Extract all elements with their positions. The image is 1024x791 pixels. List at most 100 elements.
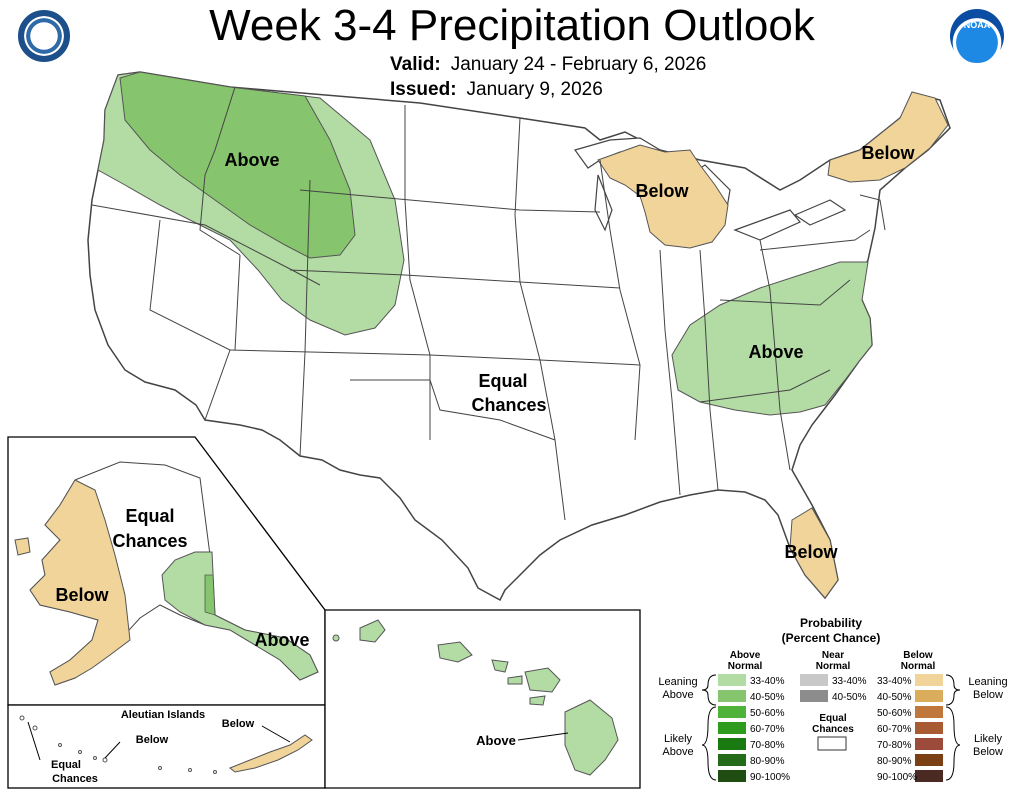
page-title: Week 3-4 Precipitation Outlook xyxy=(209,1,815,50)
legend-likely-below-2: Below xyxy=(973,746,1003,758)
aleutian-equal-label-2: Chances xyxy=(52,773,98,785)
legend-above-header-2: Normal xyxy=(728,661,763,672)
legend-likely-below-1: Likely xyxy=(974,733,1003,745)
legend-near-swatches: 33-40% 40-50% xyxy=(800,674,867,703)
alaska-se-above-darker xyxy=(204,574,216,616)
legend-above-label-2: 50-60% xyxy=(750,708,785,719)
legend-below-header-1: Below xyxy=(903,650,933,661)
hawaii-islands xyxy=(332,619,619,776)
hawaii-inset: Above xyxy=(324,609,641,789)
alaska-west-below-island xyxy=(14,537,31,556)
legend-below-swatch-2 xyxy=(915,706,943,718)
legend-brace-likely-above xyxy=(701,706,717,781)
legend-near-label-0: 33-40% xyxy=(832,676,867,687)
legend-above-swatch-6 xyxy=(718,770,746,782)
alaska-equal-label-2: Chances xyxy=(112,531,187,551)
conus-ne-below xyxy=(827,91,949,183)
legend-below-label-1: 40-50% xyxy=(877,692,912,703)
conus-fl-below xyxy=(789,507,839,599)
legend: Probability (Percent Chance) Above Norma… xyxy=(658,616,1007,783)
aleutian-island-dots xyxy=(19,715,217,774)
legend-likely-above-2: Above xyxy=(662,746,693,758)
legend-above-label-5: 80-90% xyxy=(750,756,785,767)
conus-ne-label: Below xyxy=(861,143,915,163)
legend-leaning-below-1: Leaning xyxy=(968,676,1007,688)
legend-above-swatch-0 xyxy=(718,674,746,686)
legend-likely-above-1: Likely xyxy=(664,733,693,745)
legend-below-label-6: 90-100% xyxy=(877,772,917,783)
legend-below-swatch-4 xyxy=(915,738,943,750)
legend-below-swatch-3 xyxy=(915,722,943,734)
legend-below-label-2: 50-60% xyxy=(877,708,912,719)
legend-brace-leaning-above xyxy=(701,674,717,706)
aleutian-equal-label-1: Equal xyxy=(51,759,81,771)
alaska-inset: Equal Chances Below Above xyxy=(7,436,326,706)
legend-above-label-3: 60-70% xyxy=(750,724,785,735)
legend-above-label-6: 90-100% xyxy=(750,772,790,783)
legend-above-label-1: 40-50% xyxy=(750,692,785,703)
conus-nw-above-likely xyxy=(119,71,356,259)
alaska-se-above xyxy=(161,551,319,681)
valid-dates: Valid: January 24 - February 6, 2026 xyxy=(390,54,706,76)
legend-near-header-1: Near xyxy=(822,650,844,661)
conus-center-label-2: Chances xyxy=(471,395,546,415)
valid-label: Valid: xyxy=(390,54,441,75)
legend-above-header-1: Above xyxy=(730,650,761,661)
legend-below-label-3: 60-70% xyxy=(877,724,912,735)
alaska-se-label: Above xyxy=(254,630,309,650)
hawaii-leader-line xyxy=(517,732,569,741)
legend-equal-chances-2: Chances xyxy=(812,724,854,735)
hawaii-label: Above xyxy=(476,733,516,748)
legend-near-swatch-1 xyxy=(800,690,828,702)
aleutian-below-label-1: Below xyxy=(222,718,255,730)
legend-below-swatch-6 xyxy=(915,770,943,782)
noaa-logo-icon: NOAA xyxy=(950,9,1004,63)
issued-value: January 9, 2026 xyxy=(466,79,603,100)
legend-below-swatch-0 xyxy=(915,674,943,686)
issued-label: Issued: xyxy=(390,79,457,100)
legend-below-label-4: 70-80% xyxy=(877,740,912,751)
legend-near-label-1: 40-50% xyxy=(832,692,867,703)
legend-above-swatch-3 xyxy=(718,722,746,734)
legend-above-label-4: 70-80% xyxy=(750,740,785,751)
conus-fl-label: Below xyxy=(784,542,838,562)
conus-se-above xyxy=(671,261,873,416)
alaska-west-label: Below xyxy=(55,585,109,605)
aleutian-below-label-2: Below xyxy=(136,734,169,746)
conus-map: Above Below Below Equal Chances Above Be… xyxy=(87,71,951,602)
alaska-west-below xyxy=(29,479,131,686)
legend-brace-leaning-below xyxy=(945,674,961,706)
legend-below-label-5: 80-90% xyxy=(877,756,912,767)
issued-date: Issued: January 9, 2026 xyxy=(390,79,603,101)
legend-above-swatch-4 xyxy=(718,738,746,750)
aleutian-leader-lines xyxy=(27,721,291,761)
legend-near-swatch-0 xyxy=(800,674,828,686)
legend-leaning-above-1: Leaning xyxy=(658,676,697,688)
legend-below-header-2: Normal xyxy=(901,661,936,672)
legend-near-header-2: Normal xyxy=(816,661,851,672)
conus-greatlakes-below xyxy=(597,144,729,249)
department-of-commerce-seal-icon xyxy=(18,10,70,62)
legend-below-swatch-1 xyxy=(915,690,943,702)
legend-above-swatch-2 xyxy=(718,706,746,718)
legend-below-swatches: 33-40% 40-50% 50-60% 60-70% 70-80% 80-90% 90-1… xyxy=(877,674,943,783)
legend-above-swatch-5 xyxy=(718,754,746,766)
conus-se-label: Above xyxy=(748,342,803,362)
legend-leaning-above-2: Above xyxy=(662,689,693,701)
legend-leaning-below-2: Below xyxy=(973,689,1003,701)
hawaii-inset-frame xyxy=(324,609,641,789)
legend-above-swatch-1 xyxy=(718,690,746,702)
aleutian-inset: Aleutian Islands Below Below Equal Chanc… xyxy=(7,704,326,789)
aleutian-title: Aleutian Islands xyxy=(121,709,205,721)
aleutian-islands xyxy=(229,734,313,773)
valid-value: January 24 - February 6, 2026 xyxy=(450,54,707,75)
legend-equal-chances-swatch xyxy=(817,736,847,751)
legend-brace-likely-below xyxy=(945,706,961,781)
legend-below-label-0: 33-40% xyxy=(877,676,912,687)
conus-center-label-1: Equal xyxy=(478,371,527,391)
legend-above-label-0: 33-40% xyxy=(750,676,785,687)
conus-greatlakes-label: Below xyxy=(635,181,689,201)
state-boundaries xyxy=(91,86,886,521)
legend-equal-chances-1: Equal xyxy=(819,713,846,724)
